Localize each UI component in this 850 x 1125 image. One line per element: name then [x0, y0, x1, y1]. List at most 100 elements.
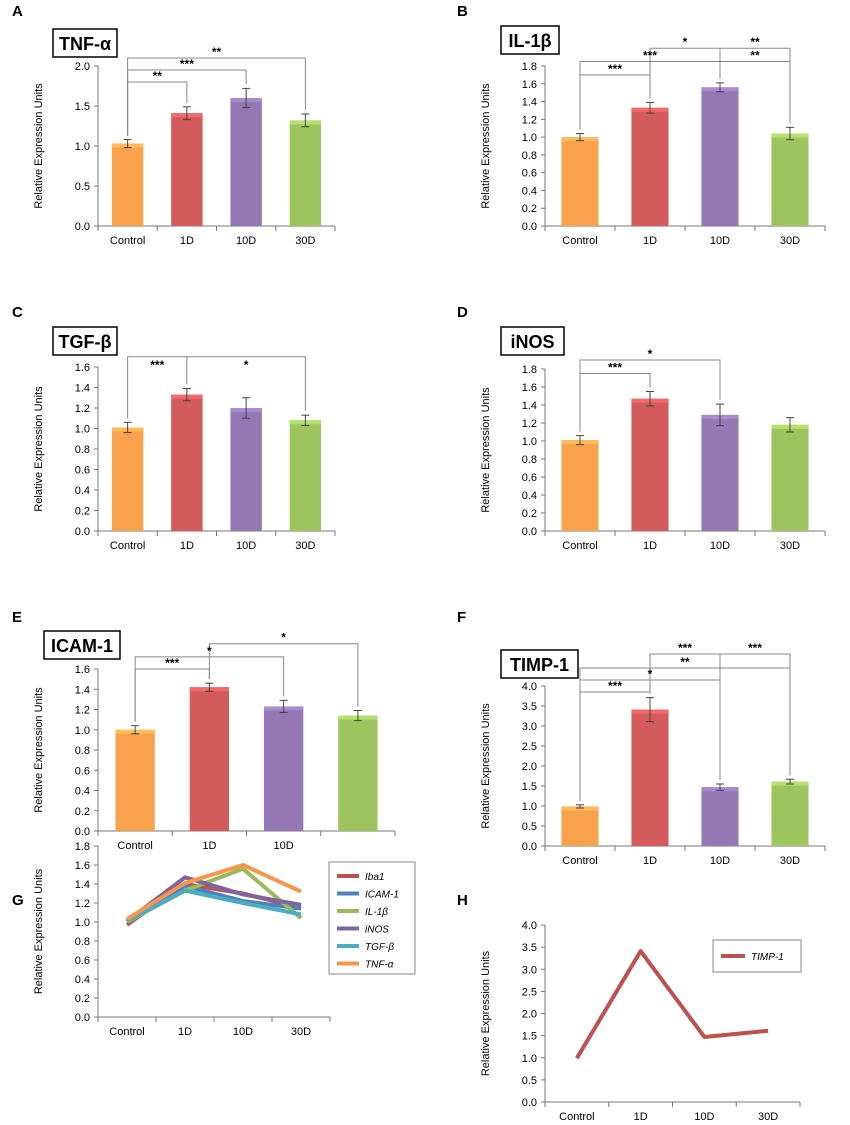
panel-c: C 0.0 0.2 0.4 0.6 0.8 1.0 1.2 1.4 1.6 Control 1D 10D…: [12, 304, 335, 552]
bar: [701, 87, 738, 226]
bar: [631, 399, 668, 531]
y-tick-label: 0.0: [522, 221, 537, 233]
y-tick-label: 1.2: [75, 403, 90, 415]
y-axis-label: Relative Expression Units: [33, 687, 45, 813]
significance-label: ***: [608, 361, 622, 375]
legend-label: ICAM-1: [365, 890, 399, 901]
legend: TIMP-1: [713, 940, 801, 972]
x-tick-label: Control: [117, 840, 152, 852]
y-tick-label: 2.0: [522, 761, 537, 773]
x-tick-label: 1D: [634, 1111, 648, 1123]
chart-title-box: TGF-β: [53, 327, 117, 355]
y-tick-label: 0.2: [75, 806, 90, 818]
y-tick-label: 1.5: [75, 101, 90, 113]
panel-letter: H: [457, 892, 468, 909]
y-tick-label: 0.2: [522, 203, 537, 215]
x-tick-label: 30D: [780, 855, 800, 867]
y-tick-label: 0.0: [522, 1097, 537, 1109]
bar: [230, 98, 261, 226]
y-tick-label: 0.6: [75, 765, 90, 777]
legend-label: Iba1: [365, 872, 384, 883]
y-tick-label: 0.0: [75, 221, 90, 233]
x-tick-label: 10D: [710, 540, 730, 552]
x-tick-label: 10D: [236, 235, 256, 247]
y-tick-label: 0.4: [75, 485, 90, 497]
y-tick-label: 1.4: [75, 383, 90, 395]
significance-label: **: [153, 69, 163, 83]
y-tick-label: 1.0: [75, 917, 90, 929]
x-tick-label: 10D: [694, 1111, 714, 1123]
legend-label: TIMP-1: [751, 952, 784, 963]
y-tick-label: 0.0: [522, 841, 537, 853]
legend-label: IL-1β: [365, 907, 388, 918]
bar: [115, 730, 154, 831]
significance-label: ***: [165, 656, 179, 670]
significance-label: ***: [678, 641, 692, 655]
panel-letter: A: [12, 3, 23, 20]
x-tick-label: 10D: [710, 235, 730, 247]
significance-label: *: [281, 631, 286, 645]
bar: [112, 144, 143, 226]
y-tick-label: 4.0: [522, 920, 537, 932]
significance-label: ***: [643, 49, 657, 63]
significance-label: **: [750, 49, 760, 63]
y-tick-label: 1.4: [75, 684, 90, 696]
y-axis-label: Relative Expression Units: [480, 83, 492, 209]
significance-label: *: [207, 644, 212, 658]
y-axis-label: Relative Expression Units: [480, 387, 492, 513]
significance-label: ***: [608, 62, 622, 76]
chart-title: iNOS: [510, 332, 554, 352]
panel-h: H 0.0 0.5 1.0 1.5 2.0 2.5 3.0 3.5 4.0 Control 1D 10D…: [457, 892, 801, 1123]
y-tick-label: 1.0: [75, 725, 90, 737]
y-tick-label: 0.6: [522, 472, 537, 484]
bar: [561, 137, 598, 226]
y-tick-label: 1.0: [522, 1053, 537, 1065]
y-axis-label: Relative Expression Units: [33, 83, 45, 209]
significance-bracket: [720, 654, 790, 780]
y-tick-label: 0.8: [522, 454, 537, 466]
y-tick-label: 1.6: [75, 664, 90, 676]
significance-label: ***: [608, 679, 622, 693]
significance-label: **: [750, 35, 760, 49]
panel-g: G0.00.20.40.60.81.01.21.41.61.8Control 1D…: [12, 841, 415, 1038]
y-tick-label: 1.8: [522, 61, 537, 73]
x-tick-label: 10D: [274, 840, 294, 852]
y-tick-label: 1.0: [522, 436, 537, 448]
legend: Iba1 ICAM-1 IL-1β iNOS TGF-β TNF-α: [329, 862, 415, 974]
y-axis-label: Relative Expression Units: [33, 868, 45, 994]
panel-f: F0.00.51.01.52.02.53.03.54.0Control 1D 10D…: [457, 609, 825, 867]
chart-title: TIMP-1: [510, 655, 569, 675]
x-tick-label: 30D: [291, 1026, 311, 1038]
y-tick-label: 0.4: [522, 490, 537, 502]
panel-a: A 0.0 0.5 1.0 1.5 2.0 Control 1D 10D 30D Relative …: [12, 3, 335, 247]
panel-letter: F: [457, 609, 466, 626]
panel-letter: E: [12, 609, 22, 626]
y-tick-label: 1.0: [522, 801, 537, 813]
x-tick-label: 1D: [643, 235, 657, 247]
bar: [290, 120, 321, 226]
y-axis-label: Relative Expression Units: [480, 950, 492, 1076]
y-tick-label: 0.2: [75, 506, 90, 518]
significance-label: *: [648, 667, 653, 681]
y-tick-label: 0.6: [75, 955, 90, 967]
y-tick-label: 1.0: [75, 424, 90, 436]
x-tick-label: 30D: [758, 1111, 778, 1123]
y-tick-label: 2.0: [75, 61, 90, 73]
bar: [190, 687, 229, 831]
x-tick-label: Control: [109, 1026, 144, 1038]
bar: [338, 716, 377, 831]
panel-d: D 0.0 0.2 0.4 0.6 0.8 1.0 1.2 1.4 1.6 1.8 Control 1D…: [457, 304, 825, 552]
y-tick-label: 0.5: [522, 1075, 537, 1087]
significance-label: ***: [180, 57, 194, 71]
x-tick-label: Control: [562, 235, 597, 247]
bar: [631, 108, 668, 226]
y-tick-label: 1.0: [522, 132, 537, 144]
y-tick-label: 0.0: [75, 826, 90, 838]
y-axis-label: Relative Expression Units: [480, 703, 492, 829]
y-tick-label: 0.4: [75, 786, 90, 798]
y-tick-label: 1.5: [522, 1031, 537, 1043]
y-tick-label: 1.6: [75, 362, 90, 374]
y-tick-label: 2.0: [522, 1009, 537, 1021]
y-tick-label: 0.0: [522, 526, 537, 538]
y-tick-label: 3.5: [522, 942, 537, 954]
